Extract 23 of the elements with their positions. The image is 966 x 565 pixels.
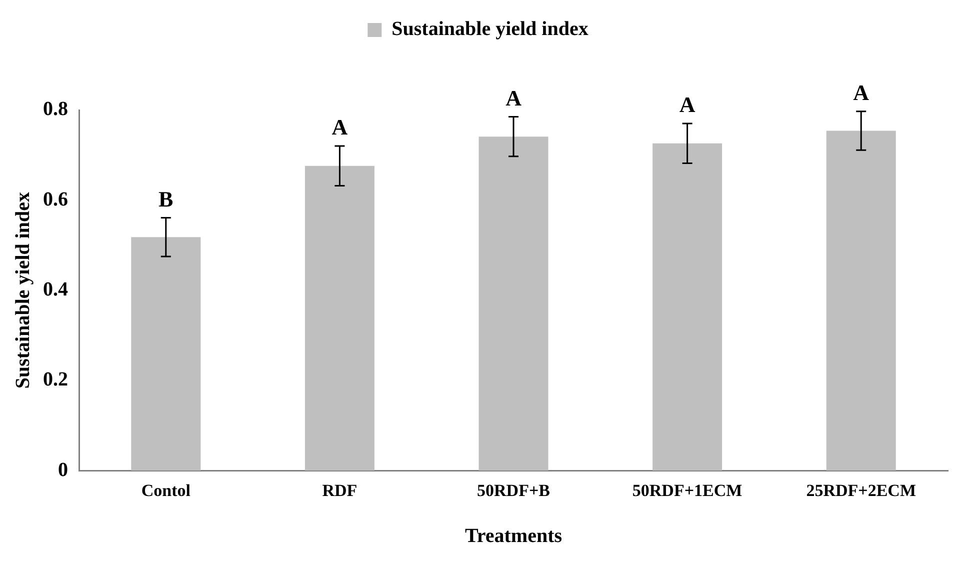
x-tick-label: 50RDF+B	[477, 481, 550, 500]
bar	[304, 166, 374, 471]
annotation: B	[158, 186, 174, 212]
y-axis-title: Sustainable yield index	[12, 192, 34, 389]
x-tick-label: 50RDF+1ECM	[632, 481, 742, 500]
annotation: A	[853, 80, 870, 106]
y-tick-label: 0	[58, 458, 68, 481]
x-axis-title: Treatments	[464, 525, 562, 548]
bar	[826, 130, 896, 471]
x-tick-label: Contol	[141, 481, 191, 500]
annotation: A	[332, 114, 348, 140]
legend-label: Sustainable yield index	[392, 18, 588, 40]
x-tick-label: 25RDF+2ECM	[806, 481, 916, 500]
bar	[478, 136, 548, 471]
y-tick-label: 0.4	[43, 278, 68, 300]
bar	[131, 237, 201, 471]
y-tick-label: 0.8	[43, 98, 68, 120]
bar	[652, 143, 722, 471]
annotation: A	[506, 85, 522, 110]
x-tick-label: RDF	[322, 481, 358, 500]
y-tick-label: 0.2	[43, 368, 68, 391]
y-tick-label: 0.6	[43, 188, 68, 210]
annotation: A	[679, 92, 696, 118]
